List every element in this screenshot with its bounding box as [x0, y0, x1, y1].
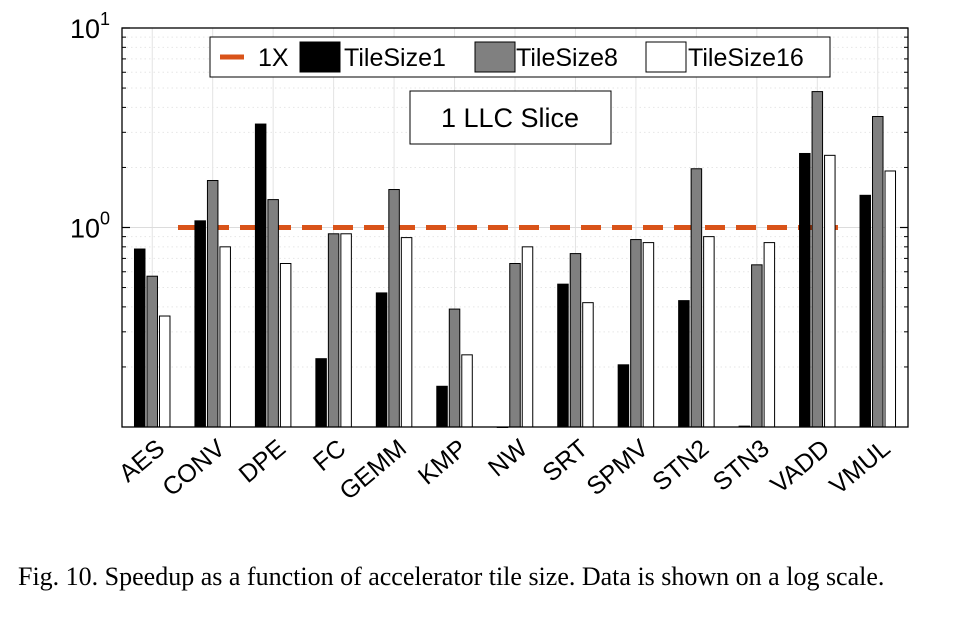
figure-caption: Fig. 10. Speedup as a function of accele… — [18, 562, 885, 591]
bar-TileSize1-CONV — [194, 220, 206, 428]
bar-TileSize8-DPE — [267, 199, 279, 428]
x-tick-label-spmv: SPMV — [582, 434, 655, 501]
y-tick-label: 101 — [70, 9, 110, 44]
legend-label-1x: 1X — [258, 44, 289, 72]
bar-TileSize16-VMUL — [884, 170, 897, 428]
bar-TileSize8-KMP — [448, 308, 461, 428]
bar-TileSize16-STN3 — [763, 242, 776, 428]
x-tick-label-kmp: KMP — [413, 434, 473, 490]
bar-TileSize1-DPE — [254, 123, 267, 428]
x-tick-label-vadd: VADD — [765, 434, 835, 499]
bar-TileSize1-KMP — [436, 385, 448, 428]
bar-TileSize8-FC — [327, 233, 340, 428]
x-tick-label-fc: FC — [308, 434, 352, 477]
x-tick-label-nw: NW — [483, 434, 533, 482]
bar-TileSize1-VMUL — [859, 194, 872, 428]
bars-layer — [133, 91, 897, 428]
bar-TileSize1-AES — [133, 248, 146, 428]
bar-TileSize1-VADD — [799, 152, 811, 428]
bar-TileSize16-NW — [521, 246, 534, 428]
x-tick-label-conv: CONV — [157, 434, 231, 502]
bar-TileSize8-VADD — [811, 91, 824, 428]
bar-TileSize16-GEMM — [400, 237, 413, 428]
x-tick-label-stn2: STN2 — [647, 434, 714, 497]
bar-TileSize8-AES — [146, 275, 158, 428]
bar-TileSize8-CONV — [206, 180, 219, 428]
bar-TileSize1-STN2 — [678, 300, 690, 428]
legend-swatch-TileSize16 — [645, 41, 687, 73]
bar-TileSize8-GEMM — [388, 189, 400, 428]
legend: 1X TileSize1 TileSize8 TileSize16 — [209, 36, 831, 78]
y-tick-label: 100 — [70, 209, 110, 244]
annotation-frame — [409, 90, 612, 145]
bar-TileSize8-STN2 — [690, 168, 703, 428]
y-ticks: 100 101 — [70, 9, 908, 368]
bar-TileSize16-KMP — [461, 354, 473, 428]
bar-TileSize16-AES — [158, 315, 171, 428]
x-tick-label-vmul: VMUL — [824, 434, 895, 500]
bar-TileSize1-SPMV — [617, 364, 630, 428]
bar-TileSize16-SPMV — [642, 242, 655, 428]
bar-TileSize1-GEMM — [375, 292, 388, 428]
legend-swatch-TileSize1 — [299, 41, 341, 73]
bar-TileSize16-CONV — [219, 246, 231, 428]
legend-label-TileSize8: TileSize8 — [516, 44, 618, 72]
bar-TileSize8-VMUL — [872, 116, 884, 428]
x-tick-label-gemm: GEMM — [334, 434, 412, 505]
bar-TileSize8-STN3 — [751, 264, 763, 428]
annotation-text: 1 LLC Slice — [441, 103, 579, 133]
bar-TileSize8-SPMV — [630, 239, 642, 428]
legend-label-TileSize16: TileSize16 — [688, 44, 804, 72]
annotation-box: 1 LLC Slice — [409, 90, 612, 145]
legend-swatch-TileSize8 — [474, 41, 516, 73]
legend-label-TileSize1: TileSize1 — [344, 44, 446, 72]
bar-TileSize1-SRT — [557, 283, 569, 428]
x-tick-label-dpe: DPE — [234, 434, 291, 488]
bar-TileSize1-FC — [315, 358, 327, 428]
bar-TileSize8-SRT — [569, 253, 582, 428]
bar-TileSize8-NW — [509, 263, 521, 428]
bar-TileSize16-FC — [340, 233, 352, 428]
bar-TileSize16-STN2 — [703, 236, 715, 428]
bar-TileSize16-SRT — [582, 302, 594, 428]
bar-TileSize16-VADD — [824, 154, 836, 428]
x-tick-label-stn3: STN3 — [708, 434, 775, 497]
bar-TileSize16-DPE — [279, 263, 292, 428]
